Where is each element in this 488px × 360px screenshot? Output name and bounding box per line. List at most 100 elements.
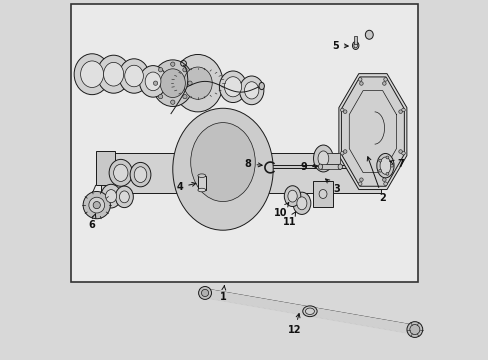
Ellipse shape: [160, 69, 185, 98]
Ellipse shape: [353, 43, 357, 48]
Ellipse shape: [224, 77, 241, 97]
Bar: [312, 181, 333, 207]
Bar: [198, 176, 205, 190]
Text: 5: 5: [332, 41, 347, 50]
Text: 11: 11: [282, 212, 295, 227]
Ellipse shape: [302, 306, 317, 317]
Bar: [96, 151, 115, 185]
Ellipse shape: [292, 192, 310, 215]
Ellipse shape: [119, 191, 129, 203]
Circle shape: [170, 100, 175, 104]
Ellipse shape: [105, 190, 116, 203]
Circle shape: [340, 108, 344, 112]
Ellipse shape: [81, 61, 103, 87]
Circle shape: [183, 94, 187, 99]
Circle shape: [401, 108, 405, 112]
Circle shape: [401, 152, 405, 155]
Text: 6: 6: [88, 214, 96, 230]
Ellipse shape: [284, 186, 300, 207]
Ellipse shape: [244, 82, 258, 99]
Circle shape: [382, 178, 386, 181]
Circle shape: [153, 81, 158, 85]
Circle shape: [343, 110, 346, 113]
Circle shape: [198, 287, 211, 300]
Ellipse shape: [317, 151, 328, 166]
Bar: [323, 153, 339, 164]
Circle shape: [170, 62, 175, 66]
Circle shape: [385, 172, 388, 175]
Ellipse shape: [305, 308, 314, 315]
Circle shape: [406, 321, 422, 337]
Ellipse shape: [376, 153, 393, 178]
Ellipse shape: [97, 55, 130, 93]
Circle shape: [89, 197, 104, 213]
Bar: [353, 36, 356, 44]
Text: 7: 7: [389, 159, 403, 169]
Circle shape: [343, 150, 346, 153]
Ellipse shape: [172, 108, 273, 230]
Ellipse shape: [319, 189, 326, 198]
Text: 8: 8: [244, 159, 262, 169]
Ellipse shape: [337, 164, 342, 170]
Ellipse shape: [101, 184, 121, 208]
Ellipse shape: [313, 145, 333, 172]
Ellipse shape: [379, 157, 390, 174]
Bar: [70, 4, 418, 282]
Polygon shape: [338, 74, 406, 189]
Text: 12: 12: [287, 314, 301, 335]
Circle shape: [378, 159, 381, 162]
Circle shape: [383, 78, 386, 81]
Circle shape: [378, 169, 381, 172]
Ellipse shape: [172, 54, 223, 112]
Ellipse shape: [296, 197, 306, 210]
Circle shape: [385, 156, 388, 159]
Ellipse shape: [113, 164, 128, 181]
Ellipse shape: [115, 186, 133, 208]
Ellipse shape: [352, 41, 358, 49]
Circle shape: [358, 182, 361, 185]
Circle shape: [389, 164, 392, 167]
Ellipse shape: [103, 62, 123, 86]
Ellipse shape: [365, 30, 372, 39]
Circle shape: [93, 202, 100, 209]
Text: 2: 2: [366, 157, 385, 203]
Circle shape: [183, 68, 187, 72]
Circle shape: [409, 324, 419, 334]
Ellipse shape: [219, 71, 246, 103]
Text: 1: 1: [219, 286, 226, 302]
Ellipse shape: [152, 60, 193, 107]
Ellipse shape: [287, 190, 297, 202]
Ellipse shape: [134, 167, 146, 183]
Ellipse shape: [124, 65, 143, 87]
Ellipse shape: [239, 76, 264, 105]
Ellipse shape: [318, 164, 322, 170]
Text: 3: 3: [325, 179, 340, 194]
Circle shape: [158, 68, 163, 72]
Polygon shape: [341, 77, 404, 186]
Circle shape: [187, 81, 192, 85]
Ellipse shape: [130, 162, 151, 187]
Ellipse shape: [190, 123, 255, 202]
Circle shape: [398, 150, 402, 153]
Ellipse shape: [119, 59, 149, 93]
Text: 9: 9: [300, 162, 317, 172]
Circle shape: [340, 152, 344, 155]
Circle shape: [383, 182, 386, 185]
Ellipse shape: [198, 174, 205, 177]
Ellipse shape: [198, 188, 205, 192]
Ellipse shape: [183, 67, 212, 99]
Circle shape: [382, 82, 386, 85]
Circle shape: [398, 110, 402, 113]
Circle shape: [158, 94, 163, 99]
Ellipse shape: [74, 54, 110, 95]
Circle shape: [201, 289, 208, 297]
Circle shape: [359, 178, 363, 181]
Bar: [320, 164, 340, 169]
Ellipse shape: [259, 82, 264, 90]
Ellipse shape: [109, 159, 132, 186]
Circle shape: [358, 78, 361, 81]
Text: 10: 10: [273, 203, 288, 218]
Text: 4: 4: [176, 182, 196, 192]
Ellipse shape: [145, 72, 161, 91]
Circle shape: [359, 82, 363, 85]
